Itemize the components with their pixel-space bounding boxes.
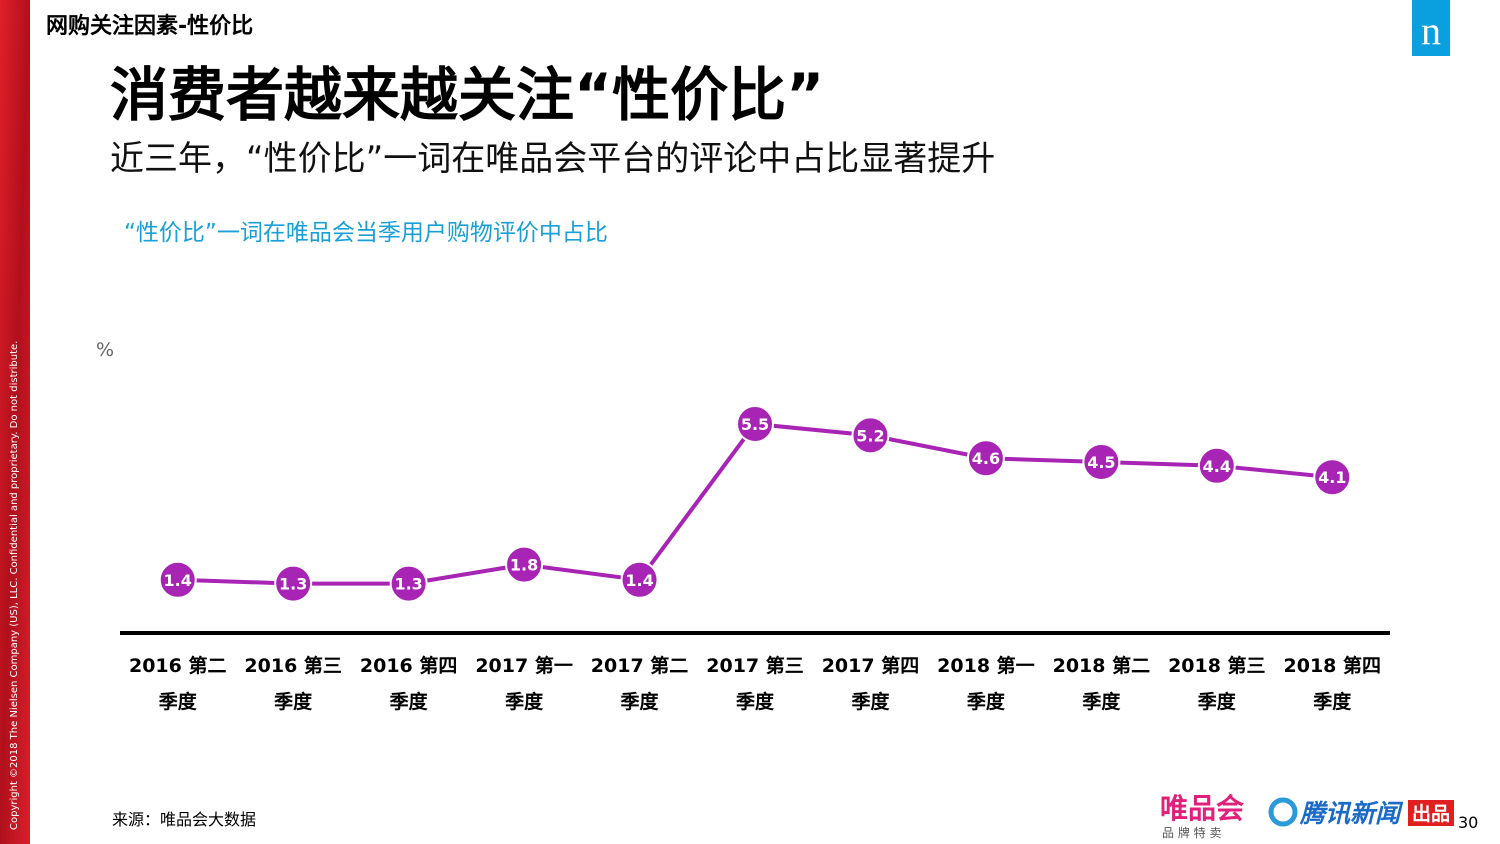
x-tick-label: 2016 第四季度 (359, 655, 458, 713)
data-label: 5.5 (741, 415, 769, 434)
brand2-icon (1268, 797, 1298, 827)
x-tick-label: 2017 第三季度 (706, 655, 804, 713)
x-tick-label: 2016 第三季度 (244, 655, 342, 713)
x-tick-label: 2018 第三季度 (1168, 655, 1266, 713)
x-tick-label: 2017 第四季度 (821, 655, 920, 713)
marker (505, 545, 544, 584)
section: 网购关注因素-性价比 (46, 13, 253, 39)
chart-title: “性价比”一词在唯品会当季用户购物评价中占比 (124, 220, 608, 246)
x-tick-label: 2018 第四季度 (1283, 655, 1382, 713)
copyright: Copyright ©2018 The Nielsen Company (US)… (9, 341, 20, 830)
marker (851, 416, 890, 455)
brand2-tag-box (1408, 800, 1454, 826)
marker (620, 560, 659, 599)
data-label: 1.4 (164, 571, 192, 590)
side-strip (0, 0, 30, 844)
marker (1082, 443, 1121, 481)
line (177, 421, 1333, 586)
subtitle: 近三年，“性价比”一词在唯品会平台的评论中占比显著提升 (110, 139, 995, 179)
brand2: 腾讯新闻 (1299, 799, 1404, 828)
marker (966, 439, 1005, 478)
brand1: 唯品会 (1160, 792, 1244, 825)
data-label: 5.2 (856, 426, 884, 445)
brand1-sub: 品 牌 特 卖 (1162, 825, 1221, 840)
marker (1197, 446, 1236, 485)
data-label: 4.4 (1203, 457, 1231, 476)
logo: n (1421, 8, 1441, 53)
y-label: % (96, 339, 114, 361)
x-tick-label: 2017 第一季度 (475, 655, 573, 713)
marker (736, 405, 774, 443)
marker (158, 560, 197, 599)
brand2-tag: 出品 (1412, 802, 1450, 825)
data-label: 4.1 (1318, 468, 1346, 487)
marker (274, 564, 313, 603)
logo-box (1412, 0, 1450, 56)
marker (389, 564, 428, 603)
x-tick-label: 2016 第二季度 (128, 655, 227, 713)
x-tick-label: 2018 第一季度 (937, 655, 1035, 713)
x-tick-label: 2018 第二季度 (1052, 655, 1151, 713)
title: 消费者越来越关注“性价比” (110, 61, 824, 129)
data-label: 4.6 (972, 449, 1000, 468)
data-label: 1.3 (279, 575, 307, 594)
marker (1313, 458, 1352, 497)
page-number: 30 (1458, 813, 1478, 832)
data-label: 1.4 (625, 571, 653, 590)
data-label: 4.5 (1087, 453, 1115, 472)
source: 来源：唯品会大数据 (112, 810, 256, 829)
data-label: 1.8 (510, 556, 538, 575)
x-tick-label: 2017 第二季度 (590, 655, 689, 713)
data-label: 1.3 (394, 575, 422, 594)
